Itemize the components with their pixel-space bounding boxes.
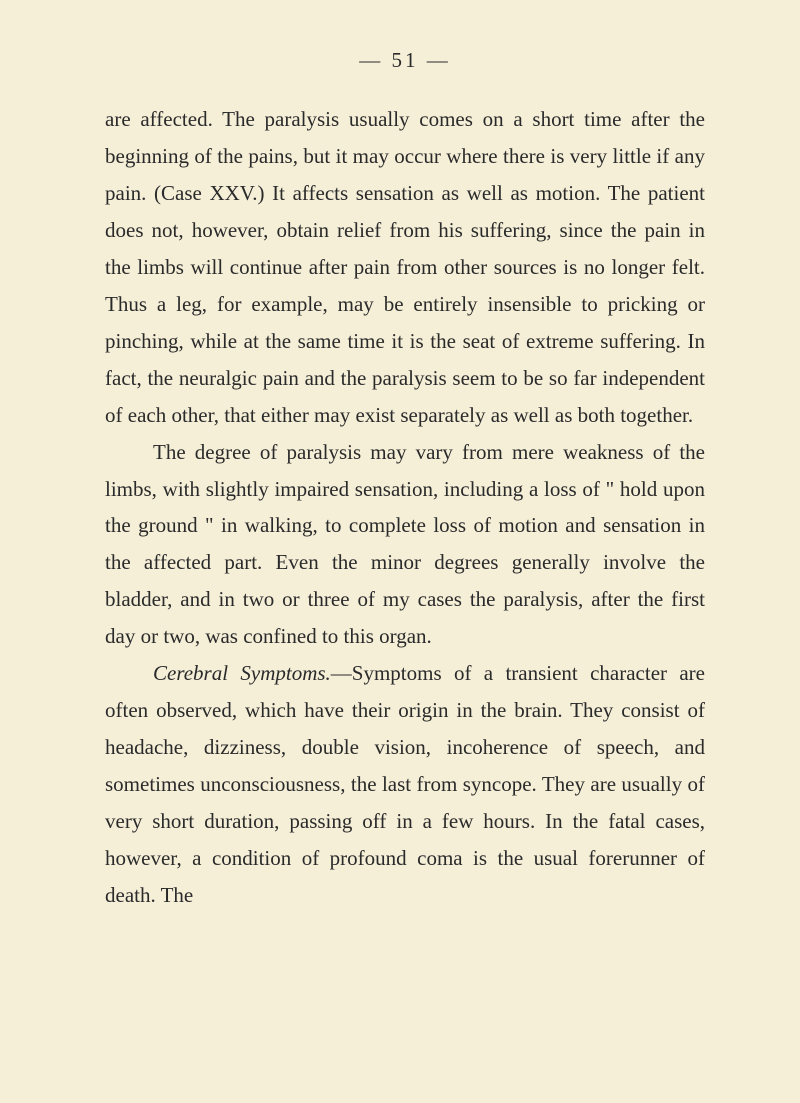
paragraph-2: The degree of paralysis may vary from me… — [105, 434, 705, 656]
paragraph-3-body: —Symptoms of a transient character are o… — [105, 661, 705, 907]
paragraph-3-italic-heading: Cerebral Symptoms. — [153, 661, 331, 685]
paragraph-1: are affected. The paralysis usually come… — [105, 101, 705, 434]
body-text-container: are affected. The paralysis usually come… — [105, 101, 705, 914]
page-number-header: — 51 — — [105, 48, 705, 73]
paragraph-3: Cerebral Symptoms.—Symptoms of a transie… — [105, 655, 705, 914]
